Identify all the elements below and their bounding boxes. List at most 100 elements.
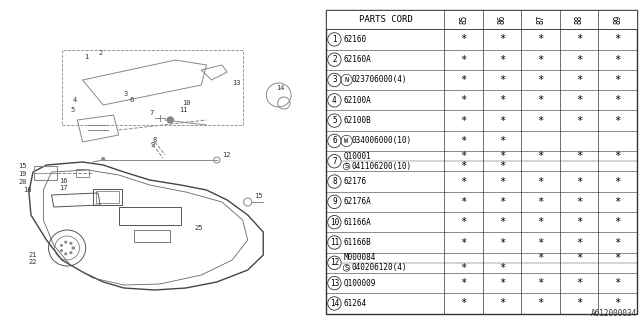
Bar [34,166,57,180]
Text: 89: 89 [613,15,622,24]
Bar [76,169,89,177]
Text: 62160: 62160 [344,35,367,44]
Circle shape [64,252,67,255]
Text: 4: 4 [332,96,337,105]
Text: M000084: M000084 [344,253,376,262]
Text: 10: 10 [330,218,339,227]
Text: *: * [576,55,582,65]
Text: *: * [499,116,505,126]
Text: 034006000(10): 034006000(10) [351,136,411,145]
Text: *: * [460,55,467,65]
Text: *: * [460,34,467,44]
Text: *: * [614,237,621,247]
Text: W: W [344,138,349,144]
Text: 86: 86 [497,15,507,24]
Circle shape [60,244,63,247]
Circle shape [60,249,63,252]
Text: *: * [499,75,505,85]
Text: *: * [576,278,582,288]
Text: *: * [538,237,544,247]
Text: *: * [538,55,544,65]
Text: *: * [576,95,582,105]
Text: *: * [538,253,544,263]
Text: 040206120(4): 040206120(4) [351,263,406,272]
Text: *: * [499,151,505,161]
Text: *: * [614,55,621,65]
Text: *: * [576,217,582,227]
Text: *: * [460,177,467,187]
Text: 11: 11 [330,238,339,247]
Text: *: * [538,75,544,85]
Text: 1: 1 [332,35,337,44]
Bar [62,50,243,125]
Text: *: * [538,34,544,44]
Text: PARTS CORD: PARTS CORD [358,15,412,24]
Text: 9: 9 [150,142,155,148]
Text: 1: 1 [84,54,89,60]
Text: *: * [576,253,582,263]
Circle shape [167,117,173,123]
Text: 13: 13 [330,279,339,288]
Text: *: * [460,116,467,126]
Text: 3: 3 [124,91,128,97]
Bar [96,191,118,203]
Bar [134,230,170,242]
Text: 85: 85 [459,15,468,24]
Text: A612000034: A612000034 [591,309,637,318]
Text: 62100B: 62100B [344,116,372,125]
Text: *: * [576,237,582,247]
Text: 62176A: 62176A [344,197,372,206]
Text: 20: 20 [19,179,27,185]
Text: 87: 87 [536,15,545,24]
Text: 88: 88 [575,15,584,24]
Text: *: * [614,151,621,161]
Bar [326,10,637,29]
Text: 7: 7 [150,110,154,116]
Text: 61166B: 61166B [344,238,372,247]
Text: 22: 22 [29,259,37,265]
Text: *: * [460,278,467,288]
Circle shape [69,251,72,254]
Text: *: * [460,75,467,85]
Text: *: * [460,237,467,247]
Text: 9: 9 [332,197,337,206]
Text: 8: 8 [153,137,157,143]
Text: *: * [538,217,544,227]
Text: *: * [614,197,621,207]
Text: 62176: 62176 [344,177,367,186]
Text: 13: 13 [232,80,241,86]
Text: Q10001: Q10001 [344,152,372,161]
Text: 19: 19 [19,171,27,177]
Text: *: * [460,217,467,227]
Text: 14: 14 [330,299,339,308]
Circle shape [64,241,67,244]
Text: 6: 6 [332,136,337,145]
Text: 15: 15 [254,193,262,199]
Text: *: * [614,278,621,288]
Text: *: * [499,217,505,227]
Text: 8: 8 [332,177,337,186]
Text: *: * [499,95,505,105]
Text: *: * [576,151,582,161]
Text: S: S [344,163,349,169]
Text: 2: 2 [98,50,102,56]
Text: 10: 10 [182,100,190,106]
Text: *: * [614,116,621,126]
Text: N: N [344,77,349,83]
Text: *: * [499,237,505,247]
Text: *: * [499,263,505,273]
Circle shape [69,242,72,245]
Text: 16: 16 [22,187,31,193]
Text: 15: 15 [19,163,27,169]
Text: *: * [614,75,621,85]
Text: *: * [460,151,467,161]
Text: 2: 2 [332,55,337,64]
Text: 4: 4 [72,97,77,103]
Text: *: * [499,136,505,146]
Text: 12: 12 [330,258,339,267]
Text: 3: 3 [332,76,337,84]
Text: *: * [499,161,505,171]
Circle shape [72,246,75,250]
Text: *: * [614,34,621,44]
Text: *: * [538,197,544,207]
